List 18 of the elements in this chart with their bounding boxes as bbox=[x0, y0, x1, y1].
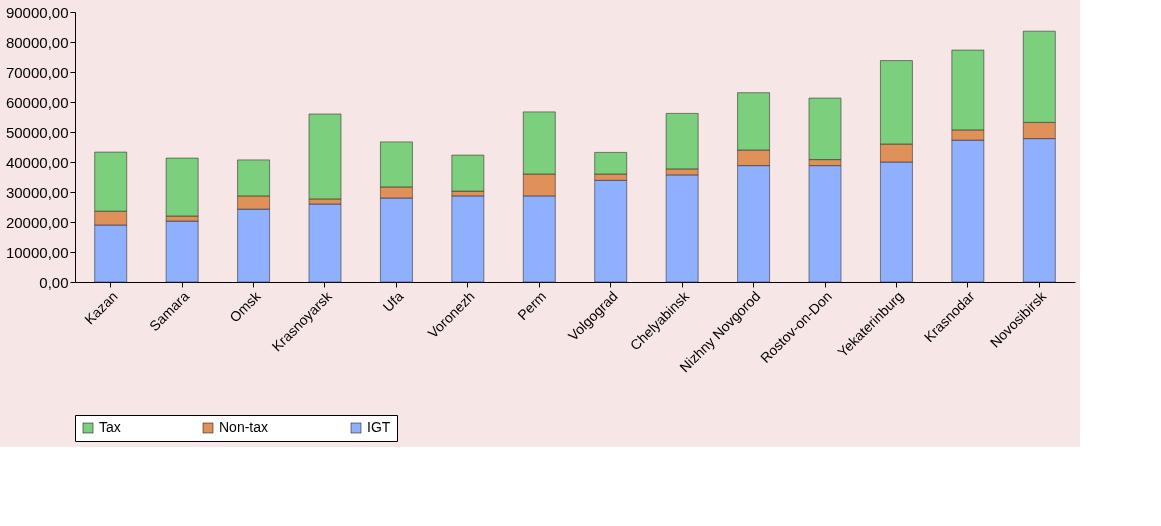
legend-label: IGT bbox=[367, 419, 391, 435]
y-tick-label: 80000,00 bbox=[5, 33, 69, 51]
y-tick-label: 40000,00 bbox=[5, 153, 69, 171]
y-tick-label: 50000,00 bbox=[5, 123, 69, 141]
bar bbox=[451, 195, 485, 283]
x-tick-label: Ufa bbox=[379, 287, 407, 315]
y-tick-label: 60000,00 bbox=[5, 93, 69, 111]
bar bbox=[165, 220, 199, 283]
y-tick-label: 70000,00 bbox=[5, 63, 69, 81]
y-tick-label: 30000,00 bbox=[5, 183, 69, 201]
bar bbox=[665, 174, 699, 283]
y-tick-label: 0,00 bbox=[39, 273, 69, 291]
y-tick-label: 10000,00 bbox=[5, 243, 69, 261]
legend-label: Tax bbox=[99, 419, 121, 435]
y-tick-label: 90000,00 bbox=[5, 3, 69, 21]
y-tick-label: 20000,00 bbox=[5, 213, 69, 231]
legend-label: Non-tax bbox=[219, 419, 269, 435]
bar bbox=[308, 203, 342, 283]
